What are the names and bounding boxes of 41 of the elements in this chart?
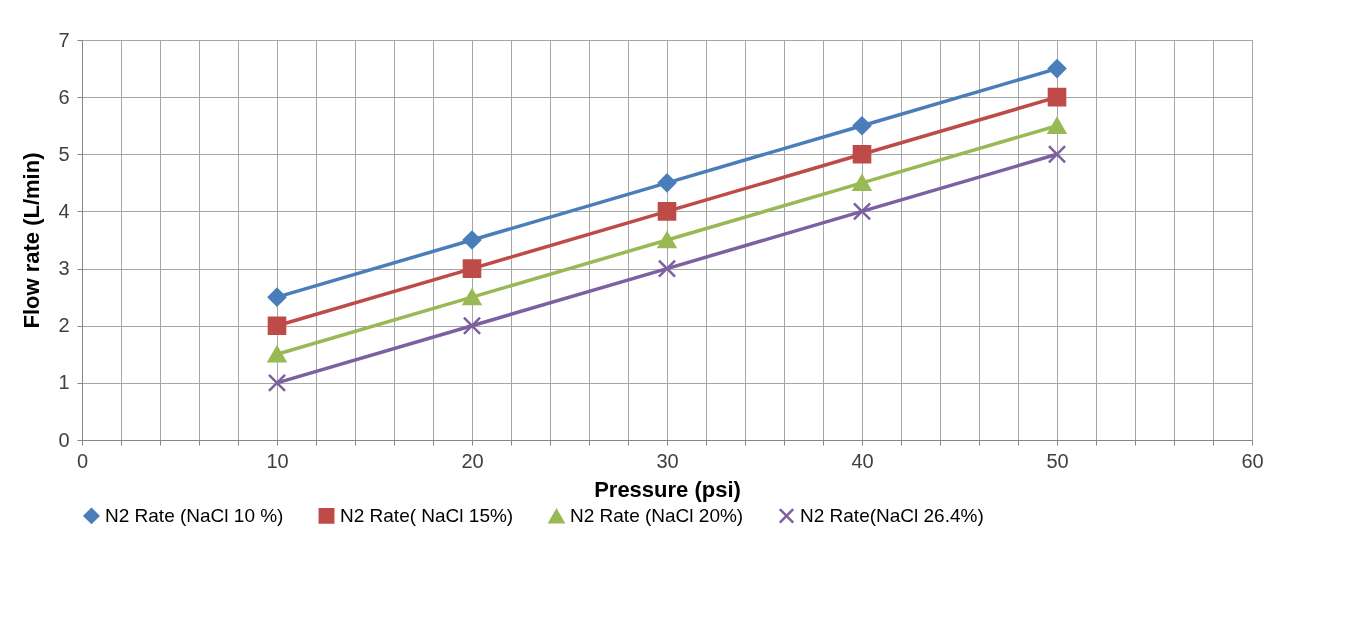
y-tick-label: 0 — [58, 428, 70, 451]
x-axis-title: Pressure (psi) — [594, 476, 741, 502]
point — [1047, 144, 1067, 164]
x-tick-label: 40 — [851, 449, 874, 472]
point — [852, 174, 872, 192]
point — [267, 287, 287, 307]
point — [657, 259, 677, 278]
legend-label: N2 Rate( NaCl 15%) — [340, 504, 514, 526]
legend-label: N2 Rate (NaCl 20%) — [570, 505, 744, 527]
y-tick-label: 7 — [58, 28, 70, 51]
point — [657, 231, 677, 249]
point — [657, 202, 677, 221]
point — [657, 173, 677, 193]
point — [462, 316, 482, 336]
y-tick-label: 2 — [58, 314, 70, 337]
point — [267, 373, 287, 393]
legend-label: N2 Rate(NaCl 26.4%) — [800, 504, 984, 526]
y-tick-label: 6 — [58, 85, 70, 108]
point — [267, 346, 287, 363]
x-tick-label: 10 — [266, 449, 289, 472]
y-tick-label: 1 — [58, 371, 70, 394]
point — [462, 259, 482, 278]
point — [462, 288, 482, 306]
x-tick-label: 0 — [76, 449, 89, 472]
x-tick-label: 20 — [461, 449, 484, 472]
point — [852, 144, 872, 164]
y-tick-label: 3 — [58, 257, 70, 280]
point — [267, 316, 287, 336]
x-tick-label: 60 — [1241, 449, 1264, 472]
point — [1047, 59, 1067, 78]
point — [1047, 87, 1067, 107]
x-tick-label: 50 — [1046, 449, 1069, 472]
y-axis-title: Flow rate (L/min) — [19, 152, 45, 329]
point — [462, 230, 482, 250]
point — [1047, 117, 1067, 134]
y-tick-label: 4 — [58, 199, 70, 222]
point — [852, 116, 872, 136]
legend-label: N2 Rate (NaCl 10 %) — [105, 504, 284, 526]
y-tick-label: 5 — [58, 142, 70, 165]
x-tick-label: 30 — [656, 449, 679, 472]
point — [852, 202, 872, 221]
